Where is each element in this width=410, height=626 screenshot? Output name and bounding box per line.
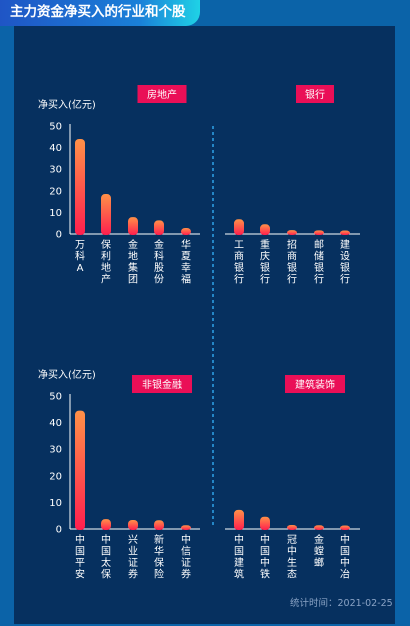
bar	[340, 230, 350, 235]
bar	[181, 227, 191, 235]
bar	[75, 138, 85, 235]
x-tick-label: 金地集团	[128, 238, 138, 286]
bar	[287, 230, 297, 235]
bar	[260, 516, 270, 530]
x-tick-label: 招商银行	[287, 238, 297, 286]
y-tick-label: 20	[49, 186, 62, 197]
x-tick-label: 中信证券	[181, 533, 191, 581]
y-tick-label: 40	[49, 143, 62, 154]
sector-tag	[296, 85, 334, 103]
page-title: 主力资金净买入的行业和个股	[0, 0, 200, 26]
y-tick-label: 20	[49, 471, 62, 482]
y-tick-label: 50	[49, 392, 62, 403]
x-tick-label: 中国中铁	[260, 533, 270, 581]
x-tick-label: 建设银行	[340, 238, 350, 286]
y-axis-label: 净买入(亿元)	[38, 368, 96, 381]
sector-tag	[285, 375, 345, 393]
x-tick-label: 金科股份	[154, 238, 164, 286]
x-tick-label: 万科 A	[75, 240, 85, 274]
y-tick-label: 0	[56, 525, 62, 536]
x-tick-label: 邮储银行	[314, 238, 324, 286]
bar	[234, 509, 244, 530]
x-tick-label: 兴业证券	[128, 534, 138, 581]
x-tick-label: 保利地产	[101, 238, 111, 286]
chart-panel: 净买入(亿元) 0 10 20 30 40 50 房地产万科 A 保利地产 金地集团 金科股份 华夏幸福…	[14, 26, 395, 624]
bar	[181, 525, 191, 530]
sector-tag-label: 房地产	[147, 88, 177, 101]
y-tick-label: 0	[56, 230, 62, 241]
sector-tag	[132, 375, 192, 393]
bar	[234, 219, 244, 235]
y-tick-label: 50	[49, 122, 62, 133]
bar	[260, 224, 270, 235]
y-axis-label: 净买入(亿元)	[38, 98, 96, 111]
bar	[340, 525, 350, 530]
x-tick-label: 华夏幸福	[181, 238, 191, 286]
y-tick-label: 10	[49, 208, 62, 219]
bar	[314, 230, 324, 235]
bar	[287, 525, 297, 530]
bar	[154, 220, 164, 235]
x-tick-label: 工商银行	[234, 240, 244, 286]
sector-tag-label: 银行	[305, 88, 325, 101]
x-tick-label: 中国平安	[75, 533, 85, 581]
bar	[314, 525, 324, 530]
y-tick-label: 10	[49, 498, 62, 509]
x-tick-label: 中国中冶	[340, 533, 350, 581]
bar	[128, 519, 138, 530]
bar	[128, 217, 138, 235]
bar	[75, 410, 85, 530]
sector-tag-label: 非银金融	[142, 378, 182, 391]
bar	[154, 520, 164, 530]
x-tick-label: 新华保险	[154, 533, 164, 581]
x-tick-label: 中国建筑	[234, 533, 244, 581]
bar	[101, 519, 111, 530]
y-tick-label: 30	[49, 165, 62, 176]
y-tick-label: 40	[49, 418, 62, 429]
sector-tag-label: 建筑装饰	[295, 378, 335, 391]
sector-tag	[137, 85, 187, 103]
x-tick-label: 中国太保	[101, 533, 111, 581]
x-tick-label: 冠中生态	[287, 534, 297, 581]
bar	[101, 194, 111, 235]
y-tick-label: 30	[49, 445, 62, 456]
x-tick-label: 金螳螂	[314, 533, 324, 569]
stat-time: 统计时间：2021-02-25	[290, 598, 393, 609]
x-tick-label: 重庆银行	[260, 238, 270, 286]
